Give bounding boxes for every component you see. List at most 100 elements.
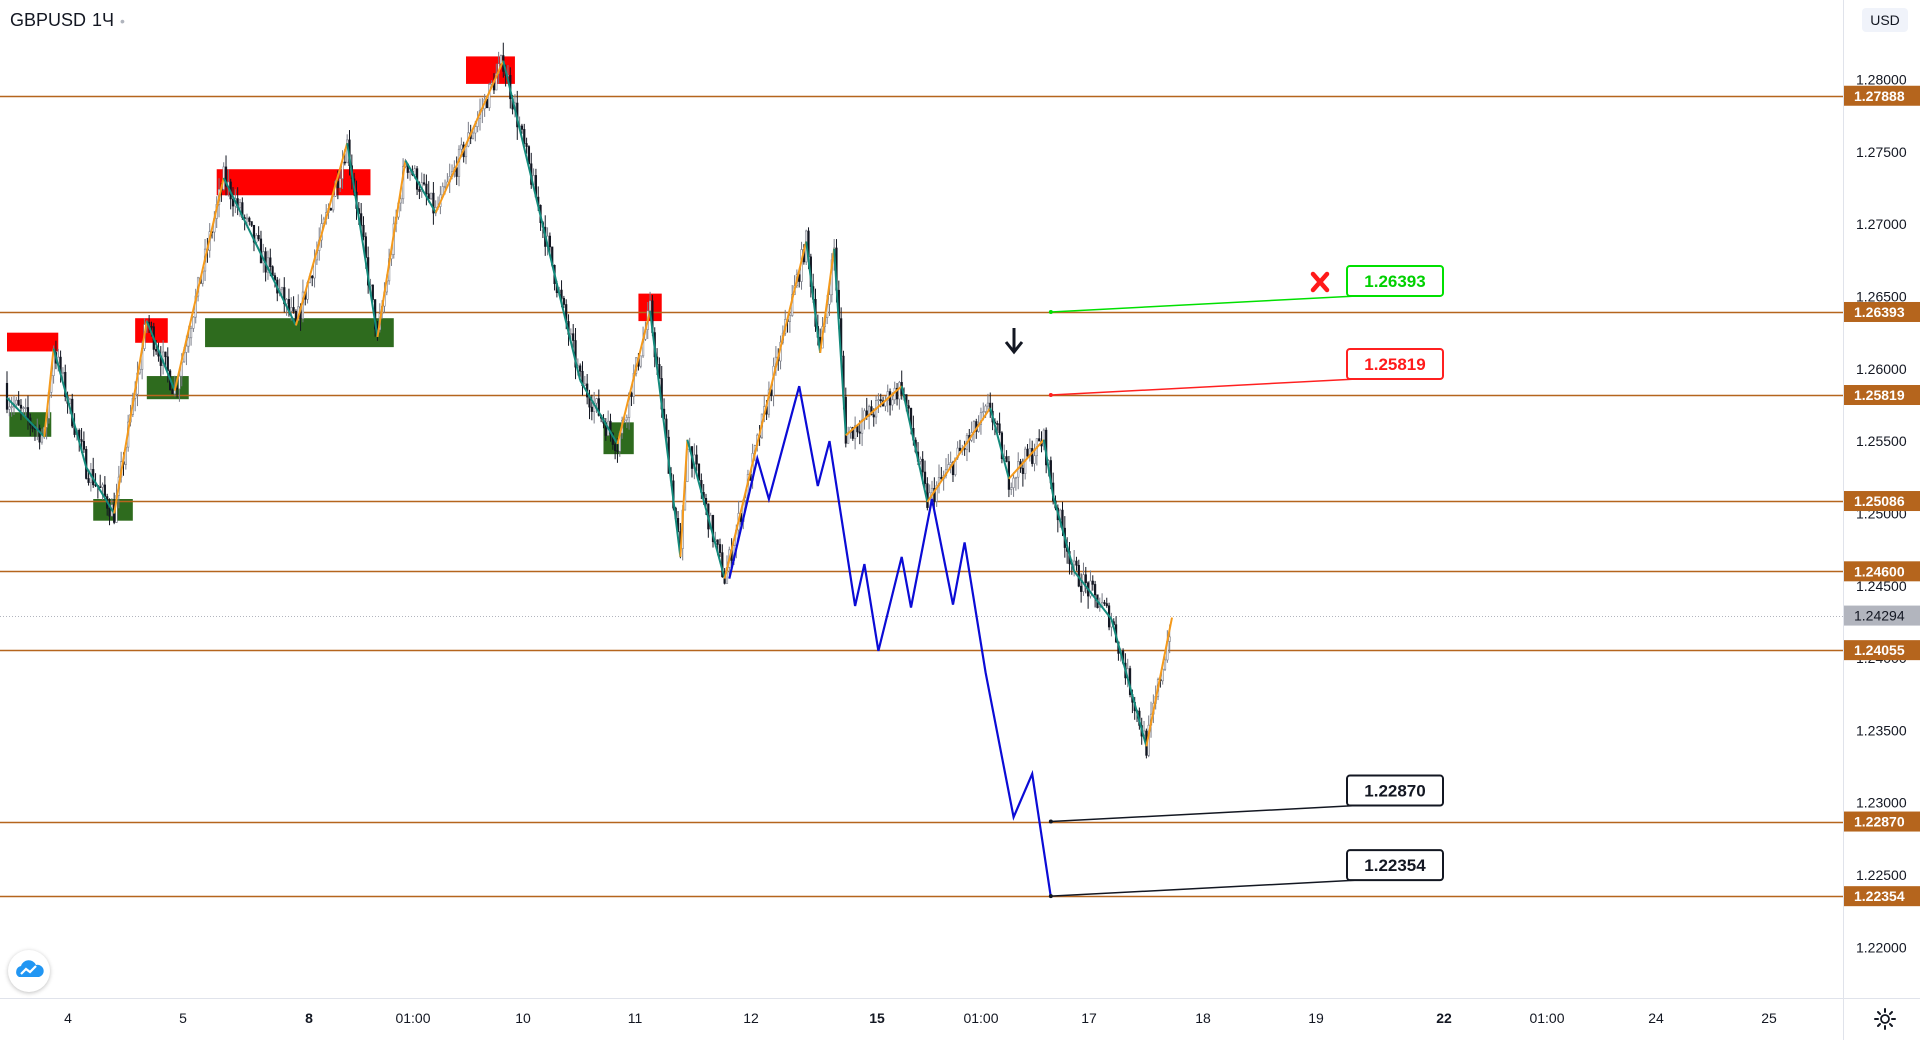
candle xyxy=(1105,597,1108,608)
candle-body xyxy=(17,399,20,406)
candle xyxy=(1033,443,1036,472)
candle-body xyxy=(422,182,426,185)
time-tick-label: 15 xyxy=(869,1010,885,1026)
candle xyxy=(294,309,298,322)
candle-body xyxy=(1105,603,1108,607)
candle-body xyxy=(280,287,284,290)
candle-body xyxy=(425,183,428,195)
candle xyxy=(10,396,13,417)
candle-body xyxy=(1094,584,1097,596)
candle-body xyxy=(311,275,314,279)
time-tick-label: 25 xyxy=(1761,1010,1777,1026)
gear-icon[interactable] xyxy=(1872,1006,1898,1032)
candle-body xyxy=(108,508,111,517)
candle-body xyxy=(560,289,563,299)
candle xyxy=(24,398,27,417)
callout-anchor xyxy=(1048,819,1053,824)
candle xyxy=(488,82,491,111)
candle xyxy=(923,460,927,490)
candle xyxy=(432,182,435,225)
candle-body xyxy=(271,266,274,276)
candle-body xyxy=(828,294,831,305)
price-tick-label: 1.22500 xyxy=(1856,867,1907,883)
candle-body xyxy=(595,398,598,404)
zigzag-segment xyxy=(723,241,808,579)
zigzag-segment xyxy=(346,143,379,338)
zigzag-segment xyxy=(805,241,822,354)
time-tick-label: 5 xyxy=(179,1010,187,1026)
candle xyxy=(178,370,181,402)
candle-body xyxy=(474,126,477,134)
candle-body xyxy=(371,284,374,300)
candle xyxy=(26,395,30,430)
candle-body xyxy=(872,414,875,418)
candle-body xyxy=(103,484,106,497)
candle-body xyxy=(26,407,30,419)
level-tag-label: 1.22870 xyxy=(1854,814,1905,830)
level-tag-label: 1.27888 xyxy=(1854,88,1905,104)
candle xyxy=(1075,556,1078,571)
last-price-box xyxy=(1844,605,1920,626)
candle xyxy=(5,371,9,414)
demand-zone xyxy=(205,318,394,348)
candle xyxy=(569,328,572,340)
price-callout: 1.22870 xyxy=(1048,774,1444,824)
candle-body xyxy=(982,411,985,414)
time-tick-label: 18 xyxy=(1195,1010,1211,1026)
projection-path xyxy=(728,385,1052,897)
candle-body xyxy=(998,423,1001,434)
candle xyxy=(171,388,174,395)
symbol-label[interactable]: GBPUSD 1Ч • xyxy=(10,10,125,31)
candle-body xyxy=(1005,456,1008,462)
candle xyxy=(520,123,524,134)
level-price-tag: 1.24600 xyxy=(1844,561,1920,582)
candle-body xyxy=(1014,476,1017,479)
currency-button[interactable]: USD xyxy=(1862,8,1908,32)
tradingview-cloud-icon[interactable] xyxy=(8,950,50,992)
candle xyxy=(22,406,25,415)
candle-body xyxy=(10,406,13,408)
candle-body xyxy=(1075,560,1078,566)
candle-body xyxy=(192,316,195,329)
callout-box xyxy=(1346,849,1444,882)
zigzag-segment xyxy=(294,142,349,326)
level-tag-box xyxy=(1844,811,1920,832)
candle-body xyxy=(979,412,983,425)
candle xyxy=(562,295,565,309)
zigzag-segment xyxy=(833,248,847,436)
price-tick-label: 1.26500 xyxy=(1856,289,1907,305)
status-dot-icon: • xyxy=(120,13,125,29)
candle xyxy=(250,221,253,227)
candle-body xyxy=(891,399,894,406)
candle-body xyxy=(870,406,873,416)
zigzag-segment xyxy=(434,60,505,214)
candle-body xyxy=(1084,574,1087,584)
candle xyxy=(257,226,260,242)
zigzag-segment xyxy=(222,177,297,326)
candle-body xyxy=(80,439,83,442)
candle-body xyxy=(101,484,104,488)
candle-body xyxy=(1038,438,1041,442)
level-tag-label: 1.24600 xyxy=(1854,563,1905,579)
candle-body xyxy=(1098,606,1101,608)
candle-body xyxy=(362,224,365,237)
candle-body xyxy=(185,345,188,353)
candle xyxy=(339,168,342,193)
candle-body xyxy=(523,129,526,144)
price-callout: 1.22354 xyxy=(1048,849,1444,899)
candle xyxy=(1038,429,1041,442)
candle-body xyxy=(22,407,25,410)
candle-body xyxy=(250,221,253,226)
candle-body xyxy=(520,125,524,130)
candle-body xyxy=(248,217,251,222)
callout-label: 1.22870 xyxy=(1364,782,1425,801)
candle xyxy=(248,216,251,226)
zigzag-segment xyxy=(173,177,225,391)
candle xyxy=(854,416,857,450)
level-tag-box xyxy=(1844,85,1920,106)
candle-body xyxy=(238,202,242,209)
zigzag-segment xyxy=(679,439,689,557)
candle-body xyxy=(257,235,260,240)
